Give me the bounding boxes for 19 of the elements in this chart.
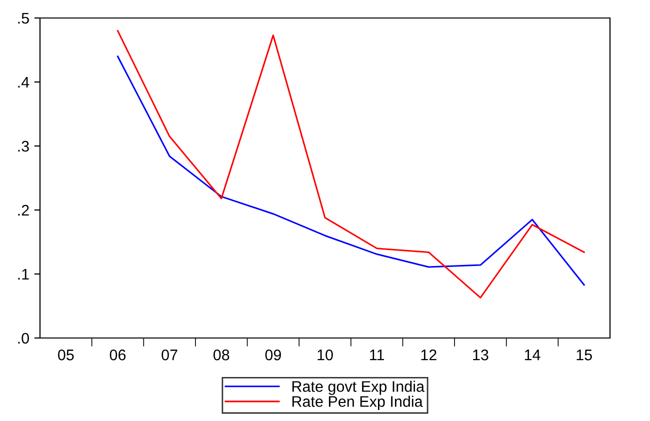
y-tick-label: .2 (18, 204, 29, 216)
legend-label: Rate govt Exp India (292, 380, 425, 395)
x-tick-label: 05 (58, 350, 74, 360)
y-tick-label: .3 (18, 140, 29, 152)
x-tick-label: 08 (213, 350, 230, 360)
x-tick-label: 14 (524, 350, 540, 360)
x-tick-label: 09 (265, 350, 281, 360)
x-tick-label: 06 (110, 350, 126, 360)
y-tick-label: .4 (18, 77, 30, 88)
x-tick-label: 11 (370, 350, 384, 360)
x-tick-label: 10 (318, 350, 333, 360)
x-tick-label: 07 (162, 350, 178, 360)
x-tick-label: 12 (421, 350, 436, 360)
x-tick-label: 15 (576, 350, 592, 360)
y-tick-label: .5 (18, 13, 29, 24)
legend-label: Rate Pen Exp India (292, 396, 423, 410)
y-tick-label: .1 (18, 269, 29, 280)
x-tick-label: 13 (473, 350, 488, 360)
y-tick-label: .0 (18, 332, 29, 344)
